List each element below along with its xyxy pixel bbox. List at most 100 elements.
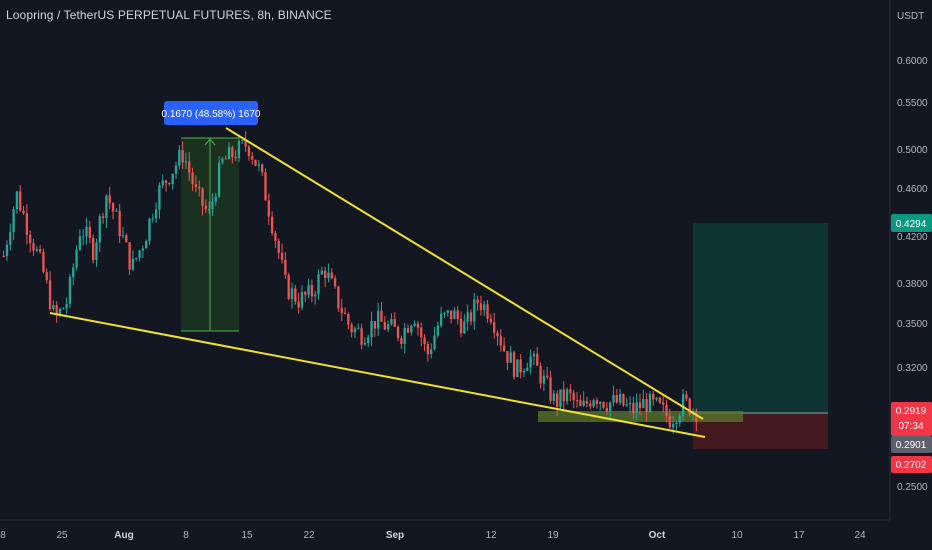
candle-body — [280, 252, 284, 260]
candle-body — [681, 394, 685, 416]
candle-body — [207, 208, 211, 210]
candle-body — [274, 233, 277, 241]
candle-body — [416, 323, 420, 328]
candle-body — [300, 292, 304, 308]
candle-body — [585, 400, 589, 404]
candle-body — [287, 274, 290, 300]
candle-body — [410, 325, 413, 333]
candle-body — [95, 242, 98, 260]
candle-body — [88, 227, 91, 238]
candle-body — [456, 310, 459, 319]
chart-title: Loopring / TetherUS PERPETUAL FUTURES, 8… — [6, 8, 332, 22]
candle-body — [662, 402, 665, 405]
candle-body — [519, 359, 522, 373]
candle-body — [158, 185, 161, 210]
candle-body — [247, 146, 251, 156]
candle-body — [439, 313, 443, 326]
candle-body — [62, 308, 65, 310]
candle-body — [320, 270, 323, 275]
candle-body — [423, 337, 426, 344]
lower-trendline[interactable] — [49, 312, 706, 438]
candle-body — [516, 359, 519, 377]
candle-body — [290, 288, 294, 300]
candle-body — [489, 318, 493, 323]
candle-body — [443, 312, 446, 314]
time-tick-label: 17 — [793, 530, 805, 541]
candle-body — [671, 423, 675, 428]
candle-body — [532, 353, 536, 357]
candle-body — [426, 343, 430, 355]
candle-body — [330, 272, 333, 279]
candle-body — [204, 205, 207, 209]
candle-body — [509, 352, 512, 363]
time-tick-label: 24 — [854, 530, 866, 541]
candle-body — [42, 251, 45, 273]
candle-body — [35, 249, 38, 251]
candle-body — [214, 196, 217, 202]
candle-body — [231, 147, 234, 158]
candle-body — [655, 397, 658, 400]
measure-badge — [164, 101, 258, 125]
candle-body — [665, 404, 668, 416]
candle-body — [25, 213, 29, 235]
candle-body — [360, 328, 363, 345]
candle-body — [254, 159, 257, 166]
price-tick-label: 0.4600 — [897, 184, 928, 195]
candle-body — [357, 328, 360, 330]
time-tick-label: 8 — [183, 530, 189, 541]
candle-body — [628, 403, 632, 405]
candle-body — [642, 399, 645, 409]
candle-body — [539, 365, 542, 384]
candle-body — [612, 395, 615, 403]
candle-body — [297, 301, 300, 308]
candle-body — [317, 274, 320, 295]
candle-body — [343, 312, 347, 315]
candle-body — [615, 395, 618, 403]
countdown-label: 07:34 — [898, 421, 923, 432]
candle-body — [622, 394, 625, 406]
time-tick-label: 19 — [547, 530, 559, 541]
candle-body — [688, 398, 691, 415]
candle-body — [529, 356, 532, 368]
candle-body — [145, 241, 148, 249]
candle-body — [323, 270, 327, 279]
candle-body — [58, 308, 62, 316]
candle-body — [161, 180, 164, 186]
candle-body — [695, 410, 698, 422]
candle-body — [131, 258, 135, 270]
candle-body — [164, 180, 168, 184]
current-price-badge-label: 0.2919 — [896, 406, 927, 417]
candle-body — [221, 158, 224, 163]
candle-body — [479, 303, 483, 311]
candle-body — [111, 203, 115, 212]
support-zone[interactable] — [538, 411, 743, 422]
candle-body — [168, 183, 171, 185]
candle-body — [363, 342, 367, 345]
candle-body — [569, 389, 572, 393]
candle-body — [181, 150, 184, 163]
candle-body — [85, 227, 88, 237]
candle-body — [618, 394, 622, 403]
candle-body — [224, 158, 227, 160]
candle-body — [565, 389, 569, 402]
candle-body — [377, 310, 380, 329]
candle-body — [449, 310, 453, 320]
candle-body — [559, 389, 562, 407]
candle-body — [390, 319, 393, 325]
candle-body — [635, 402, 638, 414]
upper-trendline[interactable] — [225, 127, 704, 420]
candle-body — [184, 161, 188, 163]
candle-body — [234, 157, 237, 159]
candle-body — [546, 375, 549, 378]
candle-body — [201, 188, 204, 206]
candle-body — [403, 327, 406, 344]
target-zone[interactable] — [693, 223, 828, 413]
candle-body — [386, 324, 390, 330]
candle-body — [502, 345, 506, 352]
candle-body — [469, 312, 473, 322]
candle-body — [78, 236, 82, 250]
candle-body — [101, 216, 105, 219]
measure-arrow-head — [204, 138, 216, 146]
candle-body — [555, 393, 559, 407]
